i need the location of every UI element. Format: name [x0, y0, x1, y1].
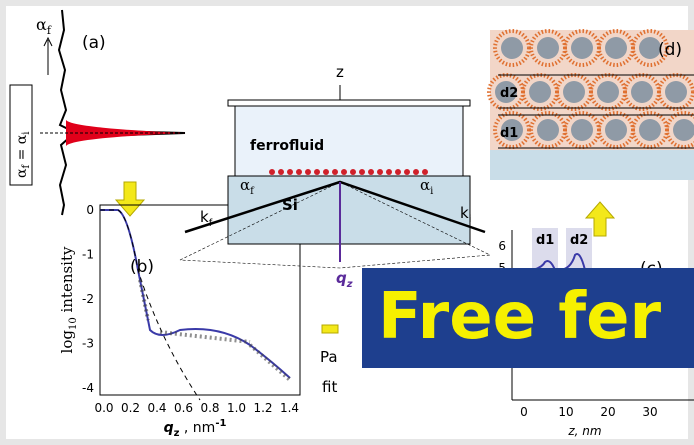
panel-label: (b) — [130, 257, 154, 277]
c-y-tick: 6 — [498, 239, 506, 253]
particle-dot — [350, 169, 356, 175]
x-tick-label: 0.8 — [200, 401, 219, 415]
y-tick-label: -4 — [82, 381, 94, 395]
peak-label: d2 — [570, 233, 588, 248]
y-axis-title: log10 intensity — [58, 246, 79, 353]
substrate-image — [490, 150, 694, 180]
core — [571, 119, 593, 141]
particle-dot — [386, 169, 392, 175]
particle-dot — [269, 169, 275, 175]
core — [537, 119, 559, 141]
panel-label: (d) — [658, 40, 682, 60]
core — [571, 37, 593, 59]
core — [605, 119, 627, 141]
c-x-tick: 0 — [520, 405, 528, 419]
c-x-title: z, nm — [567, 424, 601, 438]
particle-dot — [368, 169, 374, 175]
medium: ferrofluid — [250, 138, 324, 154]
x-tick-label: 1.2 — [253, 401, 272, 415]
fit-text: Pa — [320, 348, 338, 366]
lid — [228, 100, 470, 106]
page: αf (a) αf = αi (b) 0-1-2-3-40.00.20.40.6… — [0, 0, 694, 445]
peak-label: d1 — [536, 233, 554, 248]
x-tick-label: 1.4 — [280, 401, 299, 415]
particle-dot — [395, 169, 401, 175]
core — [563, 81, 585, 103]
layer-label: d1 — [500, 126, 518, 141]
particle-dot — [413, 169, 419, 175]
core — [501, 37, 523, 59]
y-tick-label: 0 — [86, 203, 94, 217]
condition: αf = αi — [14, 132, 32, 178]
core — [673, 119, 694, 141]
particle-dot — [305, 169, 311, 175]
c-x-tick: 30 — [642, 405, 657, 419]
layer-label: d2 — [500, 86, 518, 101]
core — [665, 81, 687, 103]
core — [605, 37, 627, 59]
core — [631, 81, 653, 103]
particle-dot — [377, 169, 383, 175]
particle-dot — [314, 169, 320, 175]
z-label: z — [336, 63, 344, 81]
particle-dot — [422, 169, 428, 175]
x-tick-label: 0.2 — [121, 401, 140, 415]
core — [537, 37, 559, 59]
particle-dot — [359, 169, 365, 175]
c-x-tick: 10 — [558, 405, 573, 419]
y-tick-label: -1 — [82, 248, 94, 262]
fit-text: fit — [322, 378, 337, 396]
particle-dot — [332, 169, 338, 175]
core — [597, 81, 619, 103]
particle-dot — [323, 169, 329, 175]
x-tick-label: 1.0 — [227, 401, 246, 415]
banner-text: Free fer — [378, 280, 662, 354]
particle-dot — [296, 169, 302, 175]
y-tick-label: -3 — [82, 337, 94, 351]
small-arrow — [322, 325, 338, 333]
particle-dot — [341, 169, 347, 175]
x-tick-label: 0.4 — [147, 401, 166, 415]
figure: αf (a) αf = αi (b) 0-1-2-3-40.00.20.40.6… — [0, 0, 694, 445]
y-tick-label: -2 — [82, 292, 94, 306]
particle-dot — [287, 169, 293, 175]
x-tick-label: 0.6 — [174, 401, 193, 415]
x-tick-label: 0.0 — [94, 401, 113, 415]
c-x-tick: 20 — [600, 405, 615, 419]
particle-dot — [278, 169, 284, 175]
particle-dot — [404, 169, 410, 175]
core — [639, 119, 661, 141]
panel-label: (a) — [82, 33, 106, 53]
core — [529, 81, 551, 103]
